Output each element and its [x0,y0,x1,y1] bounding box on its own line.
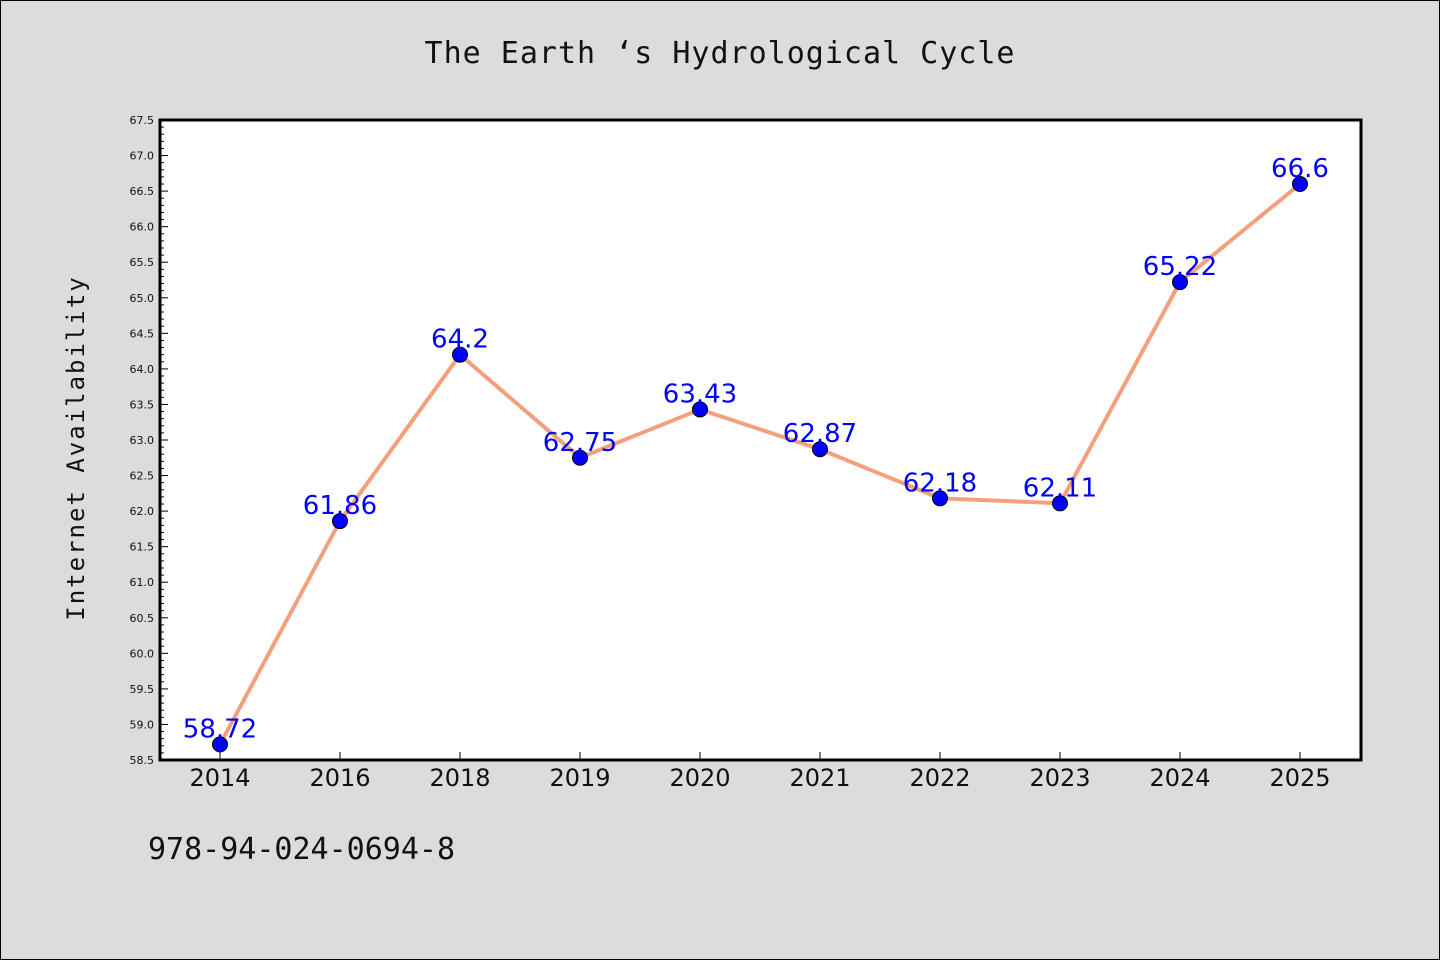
data-label: 62.18 [903,468,977,498]
data-point [572,449,588,466]
y-tick-label: 64.5 [130,327,155,340]
data-label: 62.75 [543,428,617,458]
y-tick-label: 62.5 [130,470,155,483]
x-tick-label: 2021 [789,764,850,792]
data-point [1292,176,1308,192]
data-label: 64.2 [431,325,489,355]
y-tick-label: 63.0 [130,434,155,447]
isbn-footnote: 978-94-024-0694-8 [148,832,456,867]
y-tick-label: 67.5 [130,114,155,127]
x-tick-label: 2018 [429,764,490,792]
y-tick-label: 65.5 [130,256,155,269]
series-line [218,182,1302,747]
data-label: 63.43 [663,379,737,409]
y-tick-label: 63.5 [130,398,155,411]
y-tick-label: 62.0 [130,505,155,518]
y-tick-label: 65.0 [130,292,155,305]
y-tick-label: 58.5 [130,754,155,767]
y-tick-label: 60.5 [130,612,155,625]
data-point [692,401,708,418]
chart-title: The Earth ‘s Hydrological Cycle [424,36,1016,71]
x-tick-label: 2025 [1269,764,1330,792]
y-tick-label: 64.0 [130,363,155,376]
data-label: 61.86 [303,491,377,521]
data-point [1052,495,1068,512]
plot-area [160,120,1361,760]
x-tick-label: 2020 [669,764,730,792]
data-label: 66.6 [1271,154,1329,184]
data-label: 62.11 [1023,473,1097,503]
y-tick-label: 66.5 [130,185,155,198]
plot-frame [158,118,1363,762]
x-tick-label: 2023 [1029,764,1090,792]
data-label: 58.72 [183,714,257,744]
x-tick-label: 2019 [549,764,610,792]
y-tick-label: 60.0 [130,647,155,660]
x-tick-label: 2014 [189,764,250,792]
x-tick-label: 2022 [909,764,970,792]
x-tick-label: 2024 [1149,764,1210,792]
data-point [812,441,828,458]
data-label: 62.87 [783,419,857,449]
y-tick-label: 59.0 [130,718,155,731]
data-label: 65.22 [1143,252,1217,282]
y-tick-label: 61.5 [130,541,155,554]
x-tick-label: 2016 [309,764,370,792]
y-tick-label: 59.5 [130,683,155,696]
data-point [1172,274,1188,291]
y-tick-label: 66.0 [130,221,155,234]
data-point [932,490,948,507]
y-tick-label: 67.0 [130,150,155,163]
data-point [452,346,468,363]
data-point [332,513,348,530]
data-point [212,736,228,753]
y-tick-label: 61.0 [130,576,155,589]
